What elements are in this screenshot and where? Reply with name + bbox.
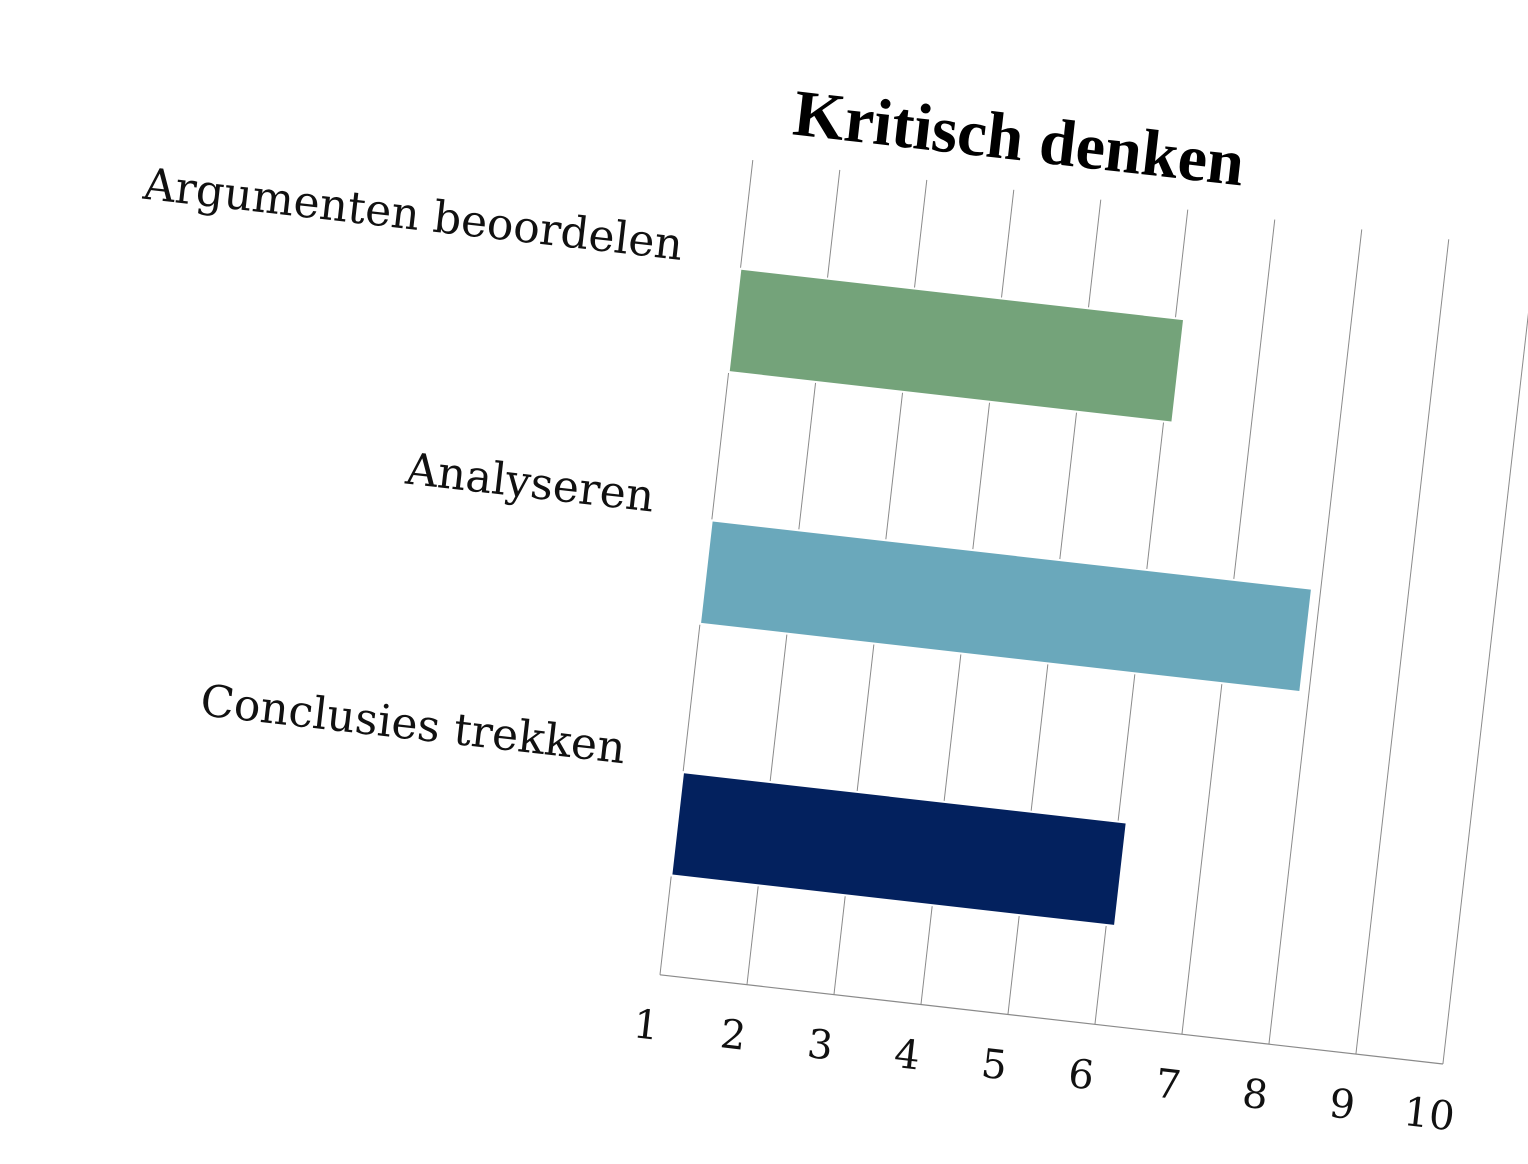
x-tick-label-3: 3 [805, 1021, 835, 1070]
gridline-8 [1268, 229, 1363, 1045]
category-label-1: Argumenten beoordelen [140, 159, 686, 271]
x-tick-labels: 1 2 3 4 5 6 7 8 9 10 [631, 1001, 1457, 1140]
x-axis-line [659, 974, 1443, 1065]
x-tick-label-4: 4 [892, 1031, 922, 1080]
x-tick-label-9: 9 [1327, 1081, 1357, 1130]
category-label-3: Conclusies trekken [198, 675, 628, 774]
x-tick-label-1: 1 [631, 1001, 661, 1050]
x-tick-label-8: 8 [1240, 1071, 1270, 1120]
bar-1 [727, 267, 1186, 424]
bar-3 [670, 770, 1128, 928]
x-tick-label-5: 5 [979, 1041, 1009, 1090]
x-tick-label-7: 7 [1153, 1061, 1183, 1110]
x-tick-label-10: 10 [1401, 1089, 1457, 1140]
gridline-10 [1442, 249, 1528, 1065]
x-tick-label-6: 6 [1066, 1051, 1096, 1100]
x-tick-label-2: 2 [718, 1011, 748, 1060]
bar-2 [698, 519, 1314, 694]
gridline-9 [1355, 239, 1450, 1055]
category-labels: Argumenten beoordelen Analyseren Conclusie… [140, 159, 686, 775]
chart-title: Kritisch denken [790, 77, 1248, 201]
bars [670, 267, 1314, 928]
category-label-2: Analyseren [402, 444, 656, 523]
